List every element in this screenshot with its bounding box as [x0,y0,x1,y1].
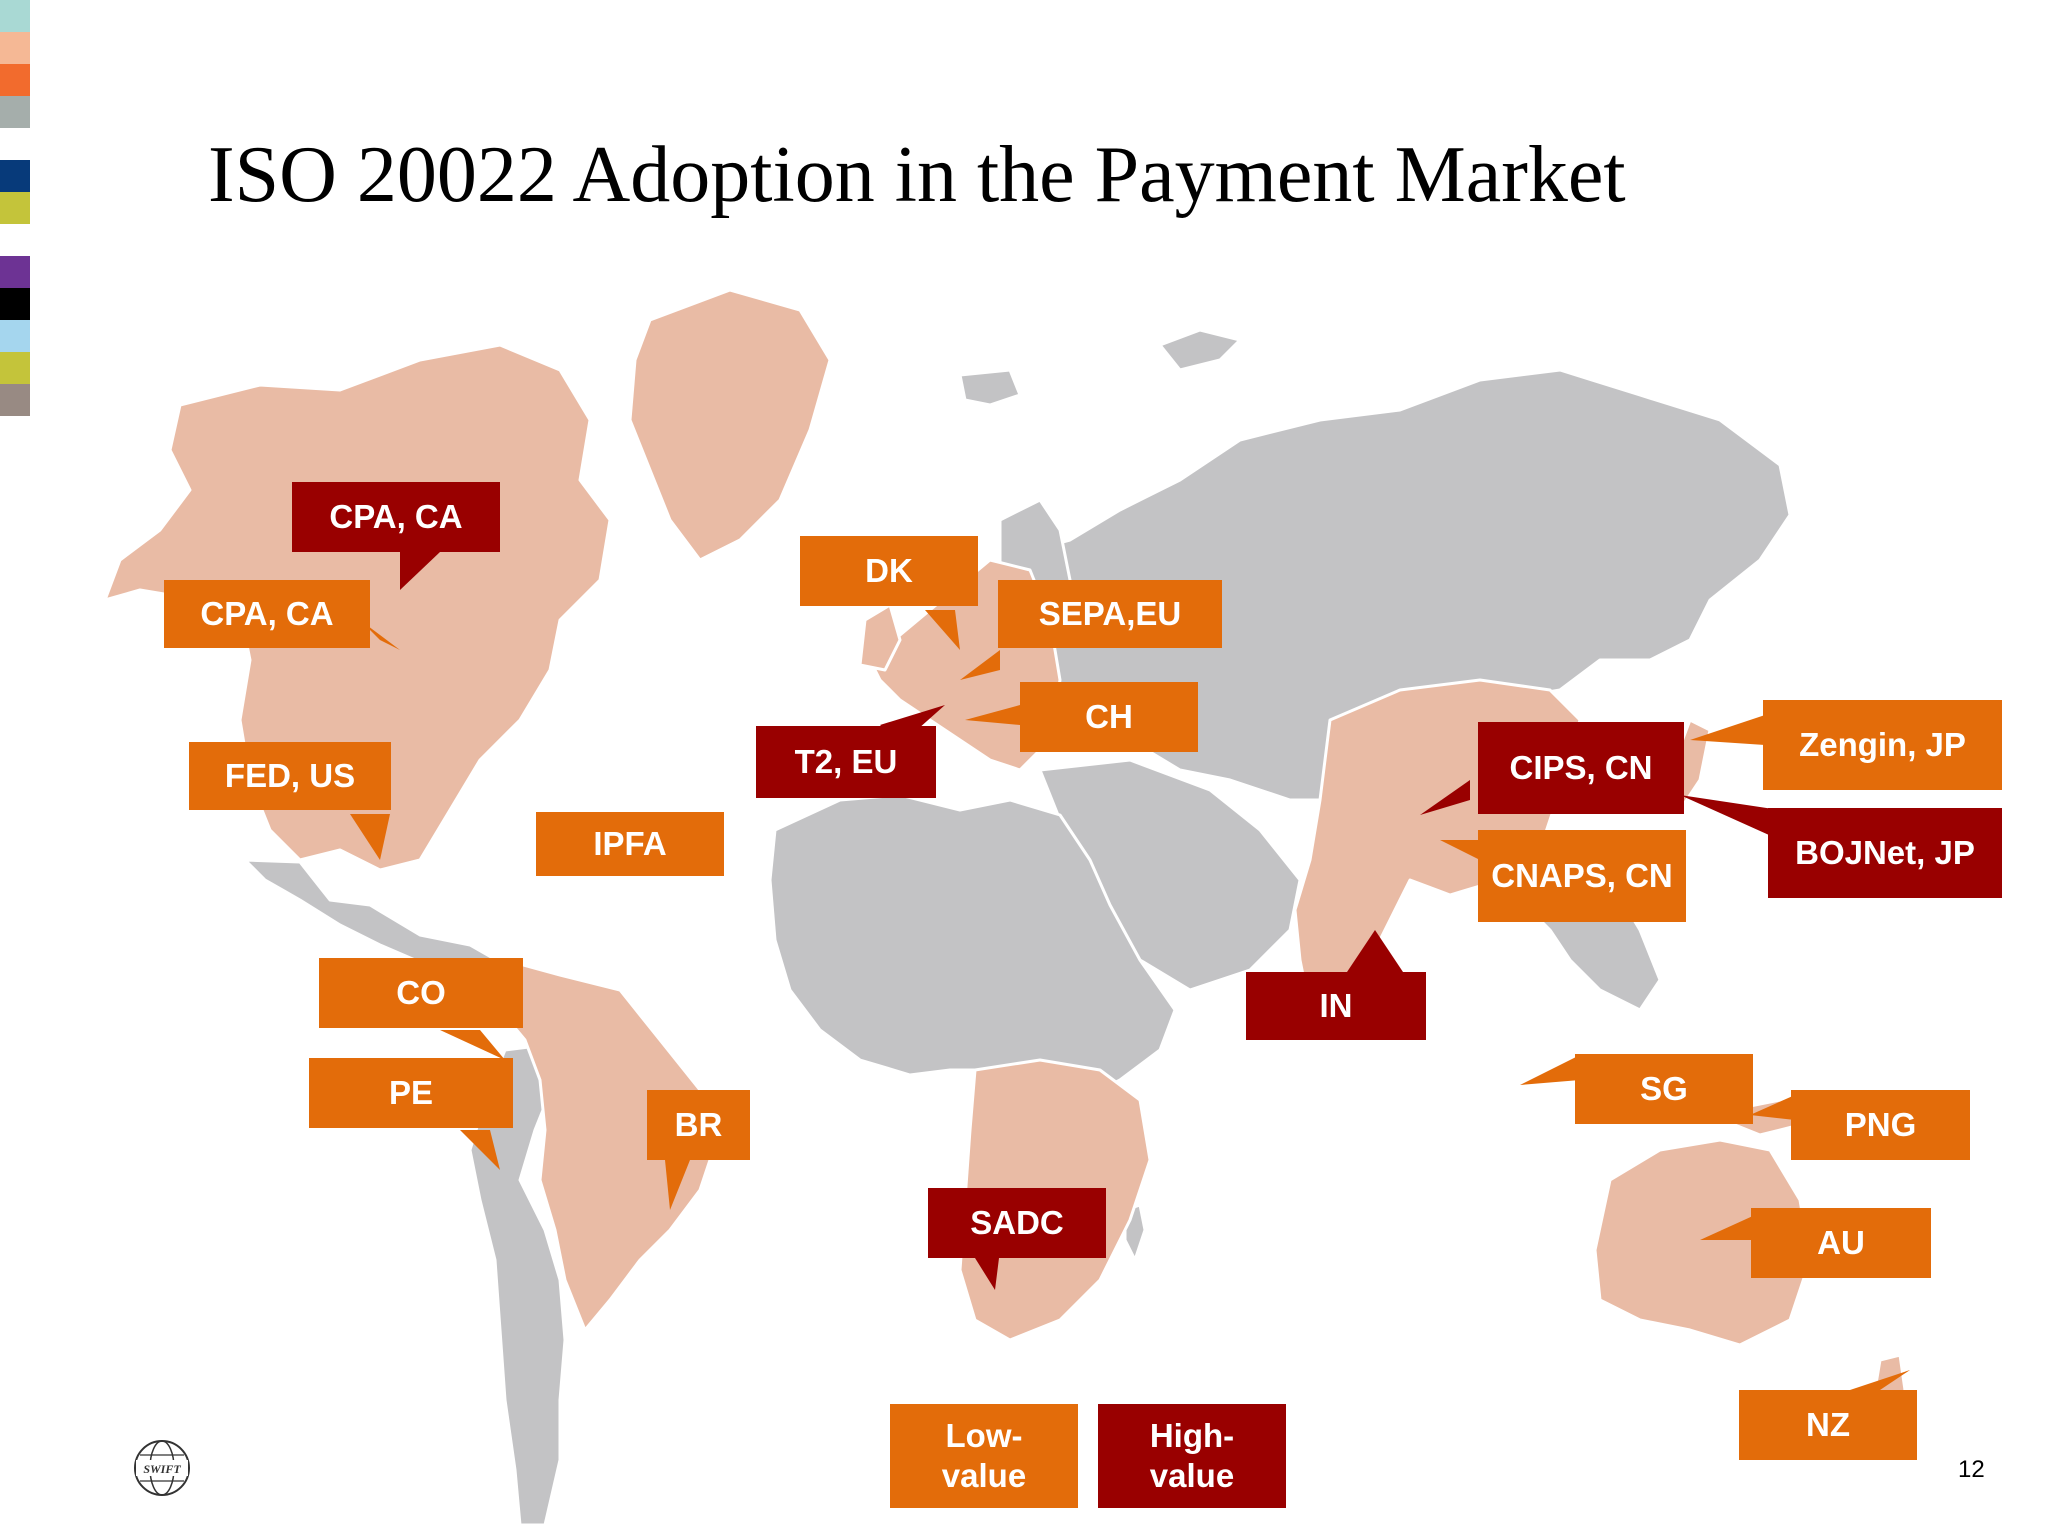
label-sepa-eu: SEPA,EU [998,580,1222,648]
stripe [0,64,30,96]
pointer-bojnet [1680,795,1780,840]
greenland [628,288,832,562]
stripe [0,192,30,224]
label-co: CO [319,958,523,1028]
stripe [0,160,30,192]
africa-north [768,793,1177,1102]
svg-text:SWIFT: SWIFT [143,1462,181,1476]
pointer-cips [1420,780,1470,815]
label-dk: DK [800,536,978,606]
label-cnaps-cn: CNAPS, CN [1478,830,1686,922]
stripe [0,32,30,64]
label-zengin-jp: Zengin, JP [1763,700,2002,790]
label-bojnet-jp: BOJNet, JP [1768,808,2002,898]
stripe [0,288,30,320]
swift-logo: SWIFT [134,1440,190,1496]
label-br: BR [647,1090,750,1160]
label-nz: NZ [1739,1390,1917,1460]
slide-title: ISO 20022 Adoption in the Payment Market [208,131,1626,219]
label-fed-us: FED, US [189,742,391,810]
stripe [0,128,30,160]
label-cpa-ca-hv: CPA, CA [292,482,500,552]
label-sg: SG [1575,1054,1753,1124]
south-america-east [498,958,722,1332]
pointer-sg [1520,1055,1580,1085]
pointer-ch [965,705,1020,725]
pointer-au [1700,1215,1755,1240]
stripe [0,352,30,384]
label-pe: PE [309,1058,513,1128]
australia [1593,1138,1812,1347]
label-in: IN [1246,972,1426,1040]
page-number: 12 [1958,1456,1985,1483]
pointer-sadc [970,1250,1000,1290]
pointer-zengin [1690,715,1765,745]
pointer-cnaps [1440,840,1480,860]
stripe [0,224,30,256]
pointer-nz [1850,1370,1910,1390]
label-t2-eu: T2, EU [756,726,936,798]
label-au: AU [1751,1208,1931,1278]
label-ch: CH [1020,682,1198,752]
color-stripe-bar [0,0,30,416]
pointer-fed-us [350,814,390,860]
pointer-co [440,1030,505,1060]
pointer-png [1750,1095,1795,1120]
svalbard [958,368,1022,407]
pointer-dk [925,610,960,650]
label-sadc: SADC [928,1188,1106,1258]
stripe [0,0,30,32]
legend-low-value: Low-value [890,1404,1078,1508]
pointer-br [665,1160,690,1210]
legend-high-value: High-value [1098,1404,1286,1508]
stripe [0,96,30,128]
label-cpa-ca-lv: CPA, CA [164,580,370,648]
pointer-sepa [960,650,1000,680]
south-america-west [468,1043,567,1527]
stripe [0,384,30,416]
pointer-cpa-ca-hv [400,552,440,590]
stripe [0,320,30,352]
pointer-cpa-ca-lv [360,620,400,650]
uk [858,603,902,672]
pointer-pe [460,1130,500,1170]
russia-asia [1013,368,1792,802]
label-ipfa: IPFA [536,812,724,876]
pointer-in [1345,930,1405,975]
novaya-zemlya [1158,328,1242,372]
label-png: PNG [1791,1090,1970,1160]
label-cips-cn: CIPS, CN [1478,722,1684,814]
stripe [0,256,30,288]
